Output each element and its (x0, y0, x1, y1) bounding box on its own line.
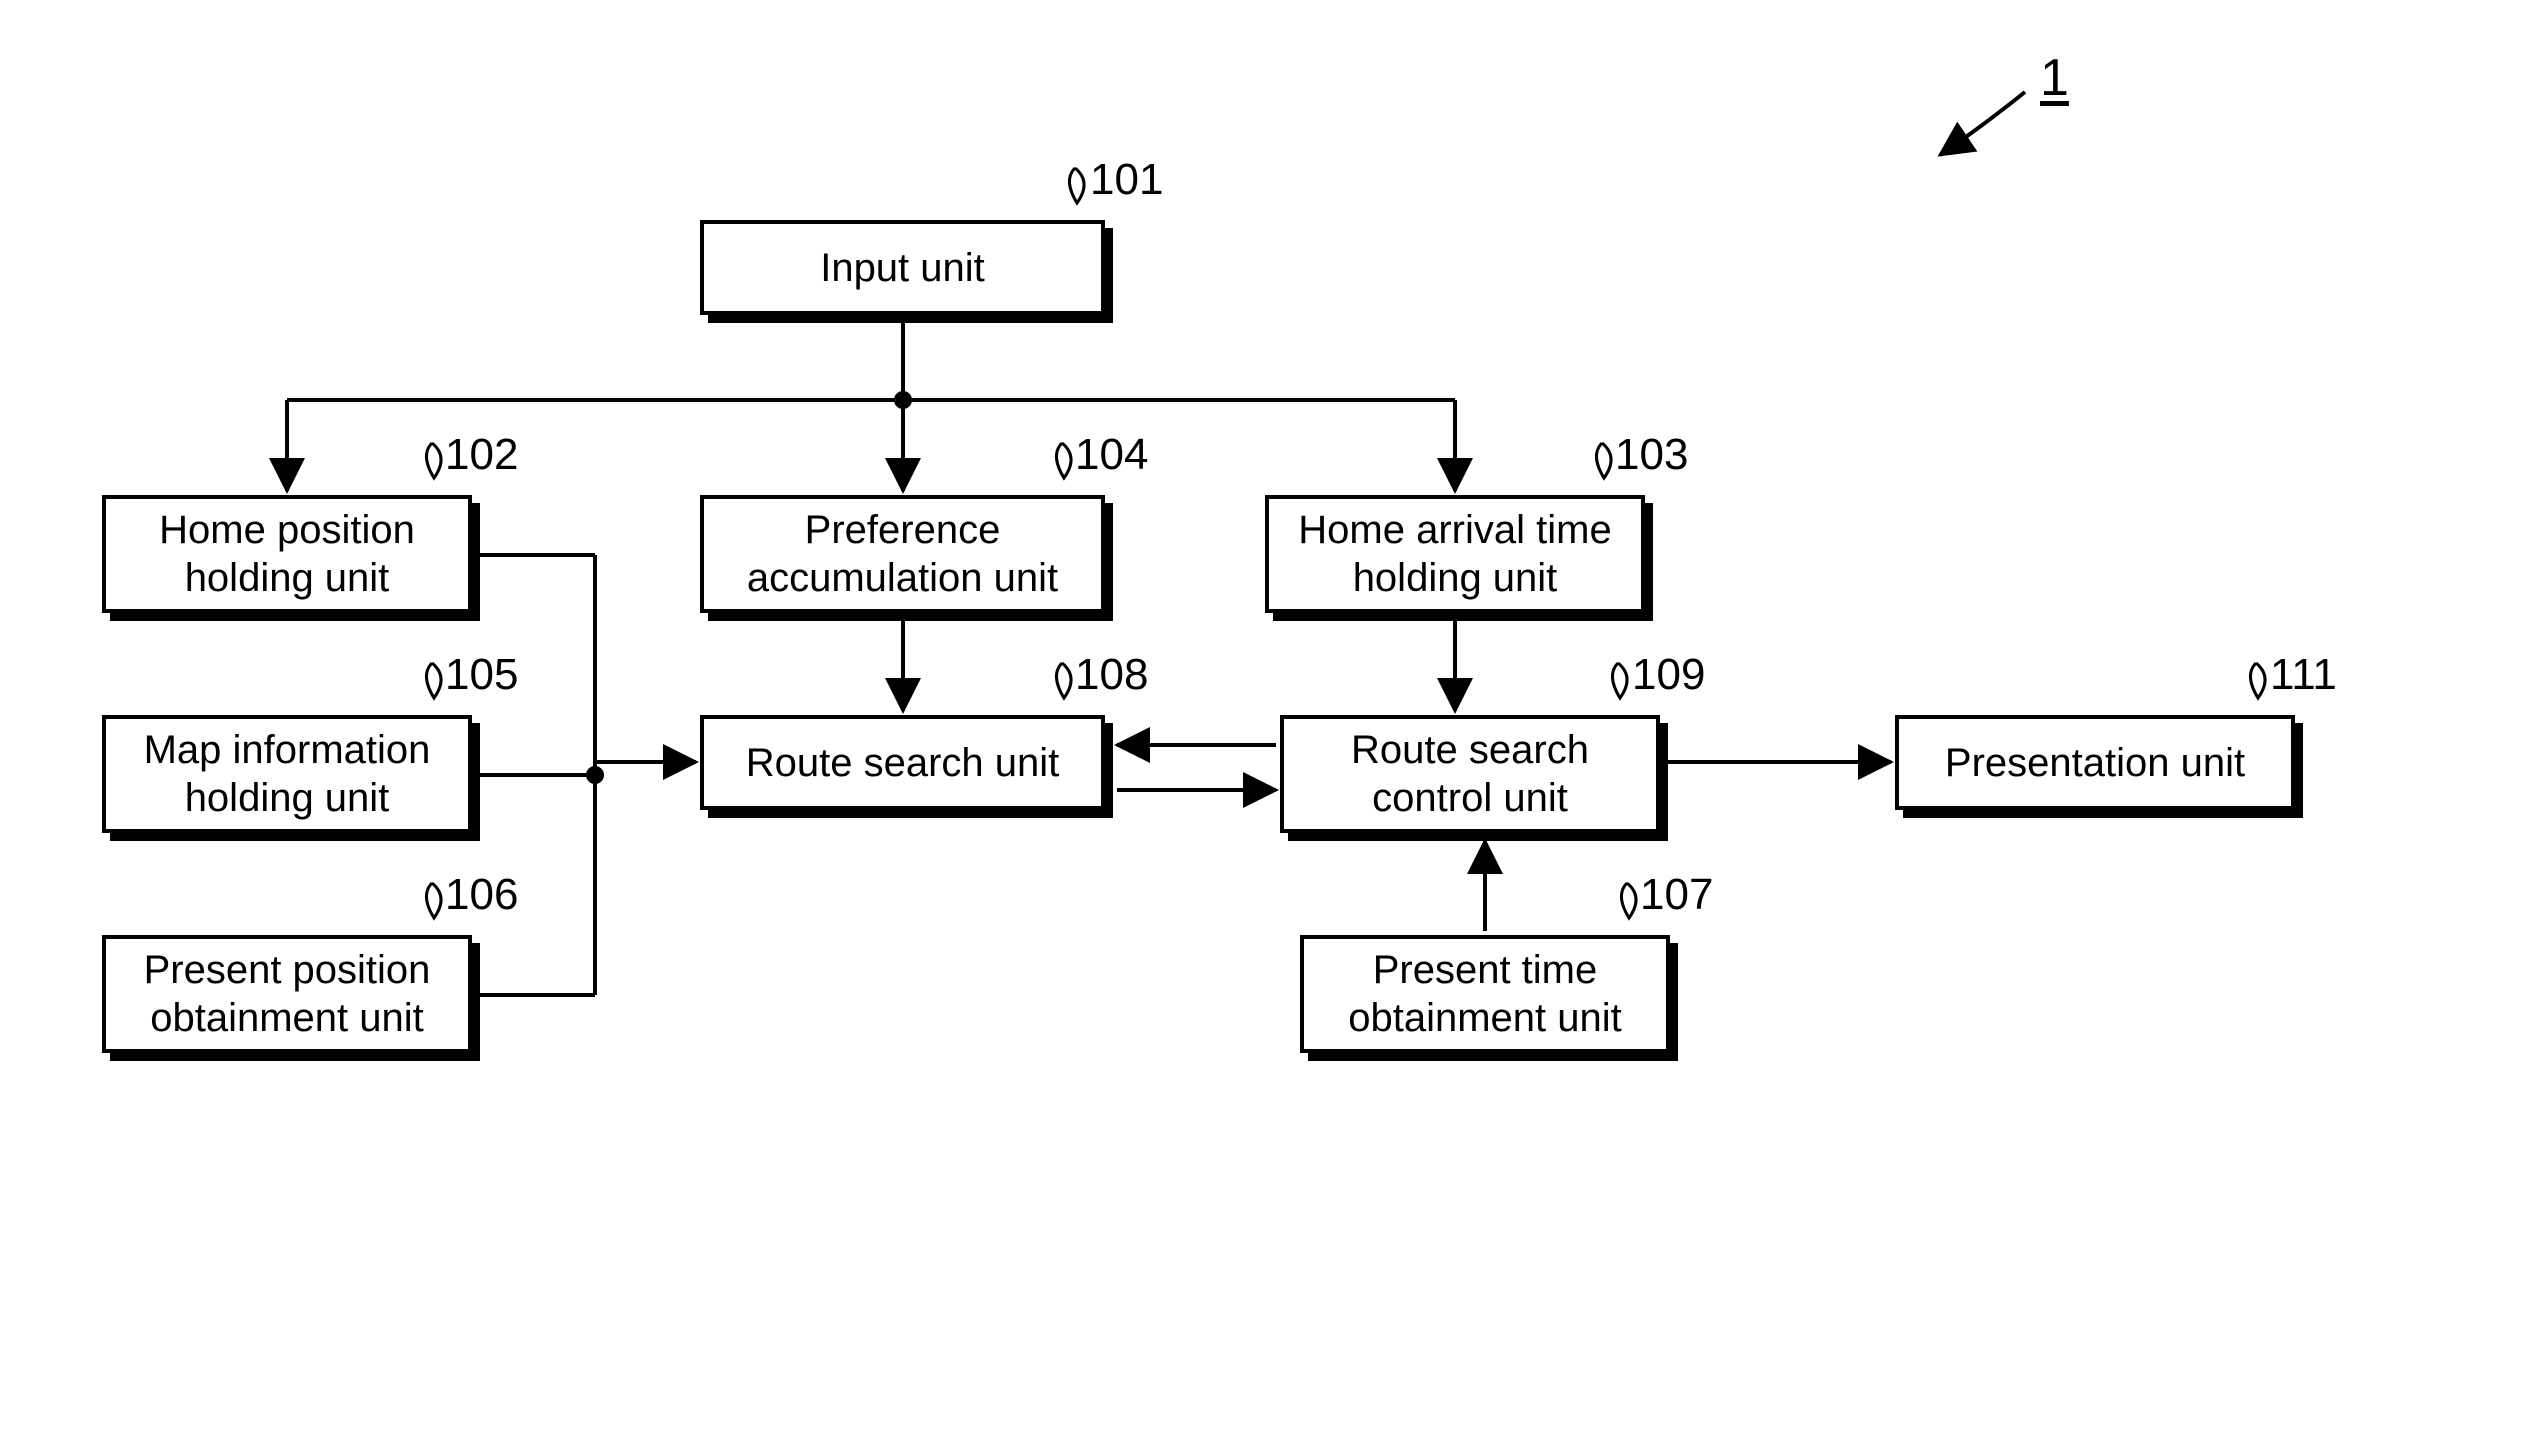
node-route-search-unit: Route search unit (700, 715, 1105, 810)
node-id-105: 105 (445, 650, 518, 700)
figure-label: 1 (2040, 48, 2069, 108)
node-id-111: 111 (2270, 650, 2337, 700)
node-preference-accumulation-unit: Preferenceaccumulation unit (700, 495, 1105, 613)
node-input-unit: Input unit (700, 220, 1105, 315)
node-id-103: 103 (1615, 430, 1688, 480)
node-id-102: 102 (445, 430, 518, 480)
node-present-time-obtainment-unit: Present timeobtainment unit (1300, 935, 1670, 1053)
node-label: Home arrival timeholding unit (1298, 506, 1611, 602)
node-home-arrival-time-holding-unit: Home arrival timeholding unit (1265, 495, 1645, 613)
node-id-109: 109 (1632, 650, 1705, 700)
node-label: Present positionobtainment unit (144, 946, 431, 1042)
node-label: Route searchcontrol unit (1351, 726, 1589, 822)
node-label: Input unit (820, 244, 985, 292)
node-map-information-holding-unit: Map informationholding unit (102, 715, 472, 833)
node-id-108: 108 (1075, 650, 1148, 700)
node-id-107: 107 (1640, 870, 1713, 920)
node-present-position-obtainment-unit: Present positionobtainment unit (102, 935, 472, 1053)
node-label: Present timeobtainment unit (1348, 946, 1622, 1042)
node-label: Route search unit (746, 739, 1060, 787)
node-route-search-control-unit: Route searchcontrol unit (1280, 715, 1660, 833)
node-id-101: 101 (1090, 155, 1163, 205)
node-id-104: 104 (1075, 430, 1148, 480)
node-home-position-holding-unit: Home positionholding unit (102, 495, 472, 613)
node-label: Preferenceaccumulation unit (747, 506, 1058, 602)
node-id-106: 106 (445, 870, 518, 920)
node-label: Map informationholding unit (144, 726, 431, 822)
figure-label-text: 1 (2040, 49, 2069, 107)
node-presentation-unit: Presentation unit (1895, 715, 2295, 810)
node-label: Home positionholding unit (159, 506, 415, 602)
node-label: Presentation unit (1945, 739, 2245, 787)
